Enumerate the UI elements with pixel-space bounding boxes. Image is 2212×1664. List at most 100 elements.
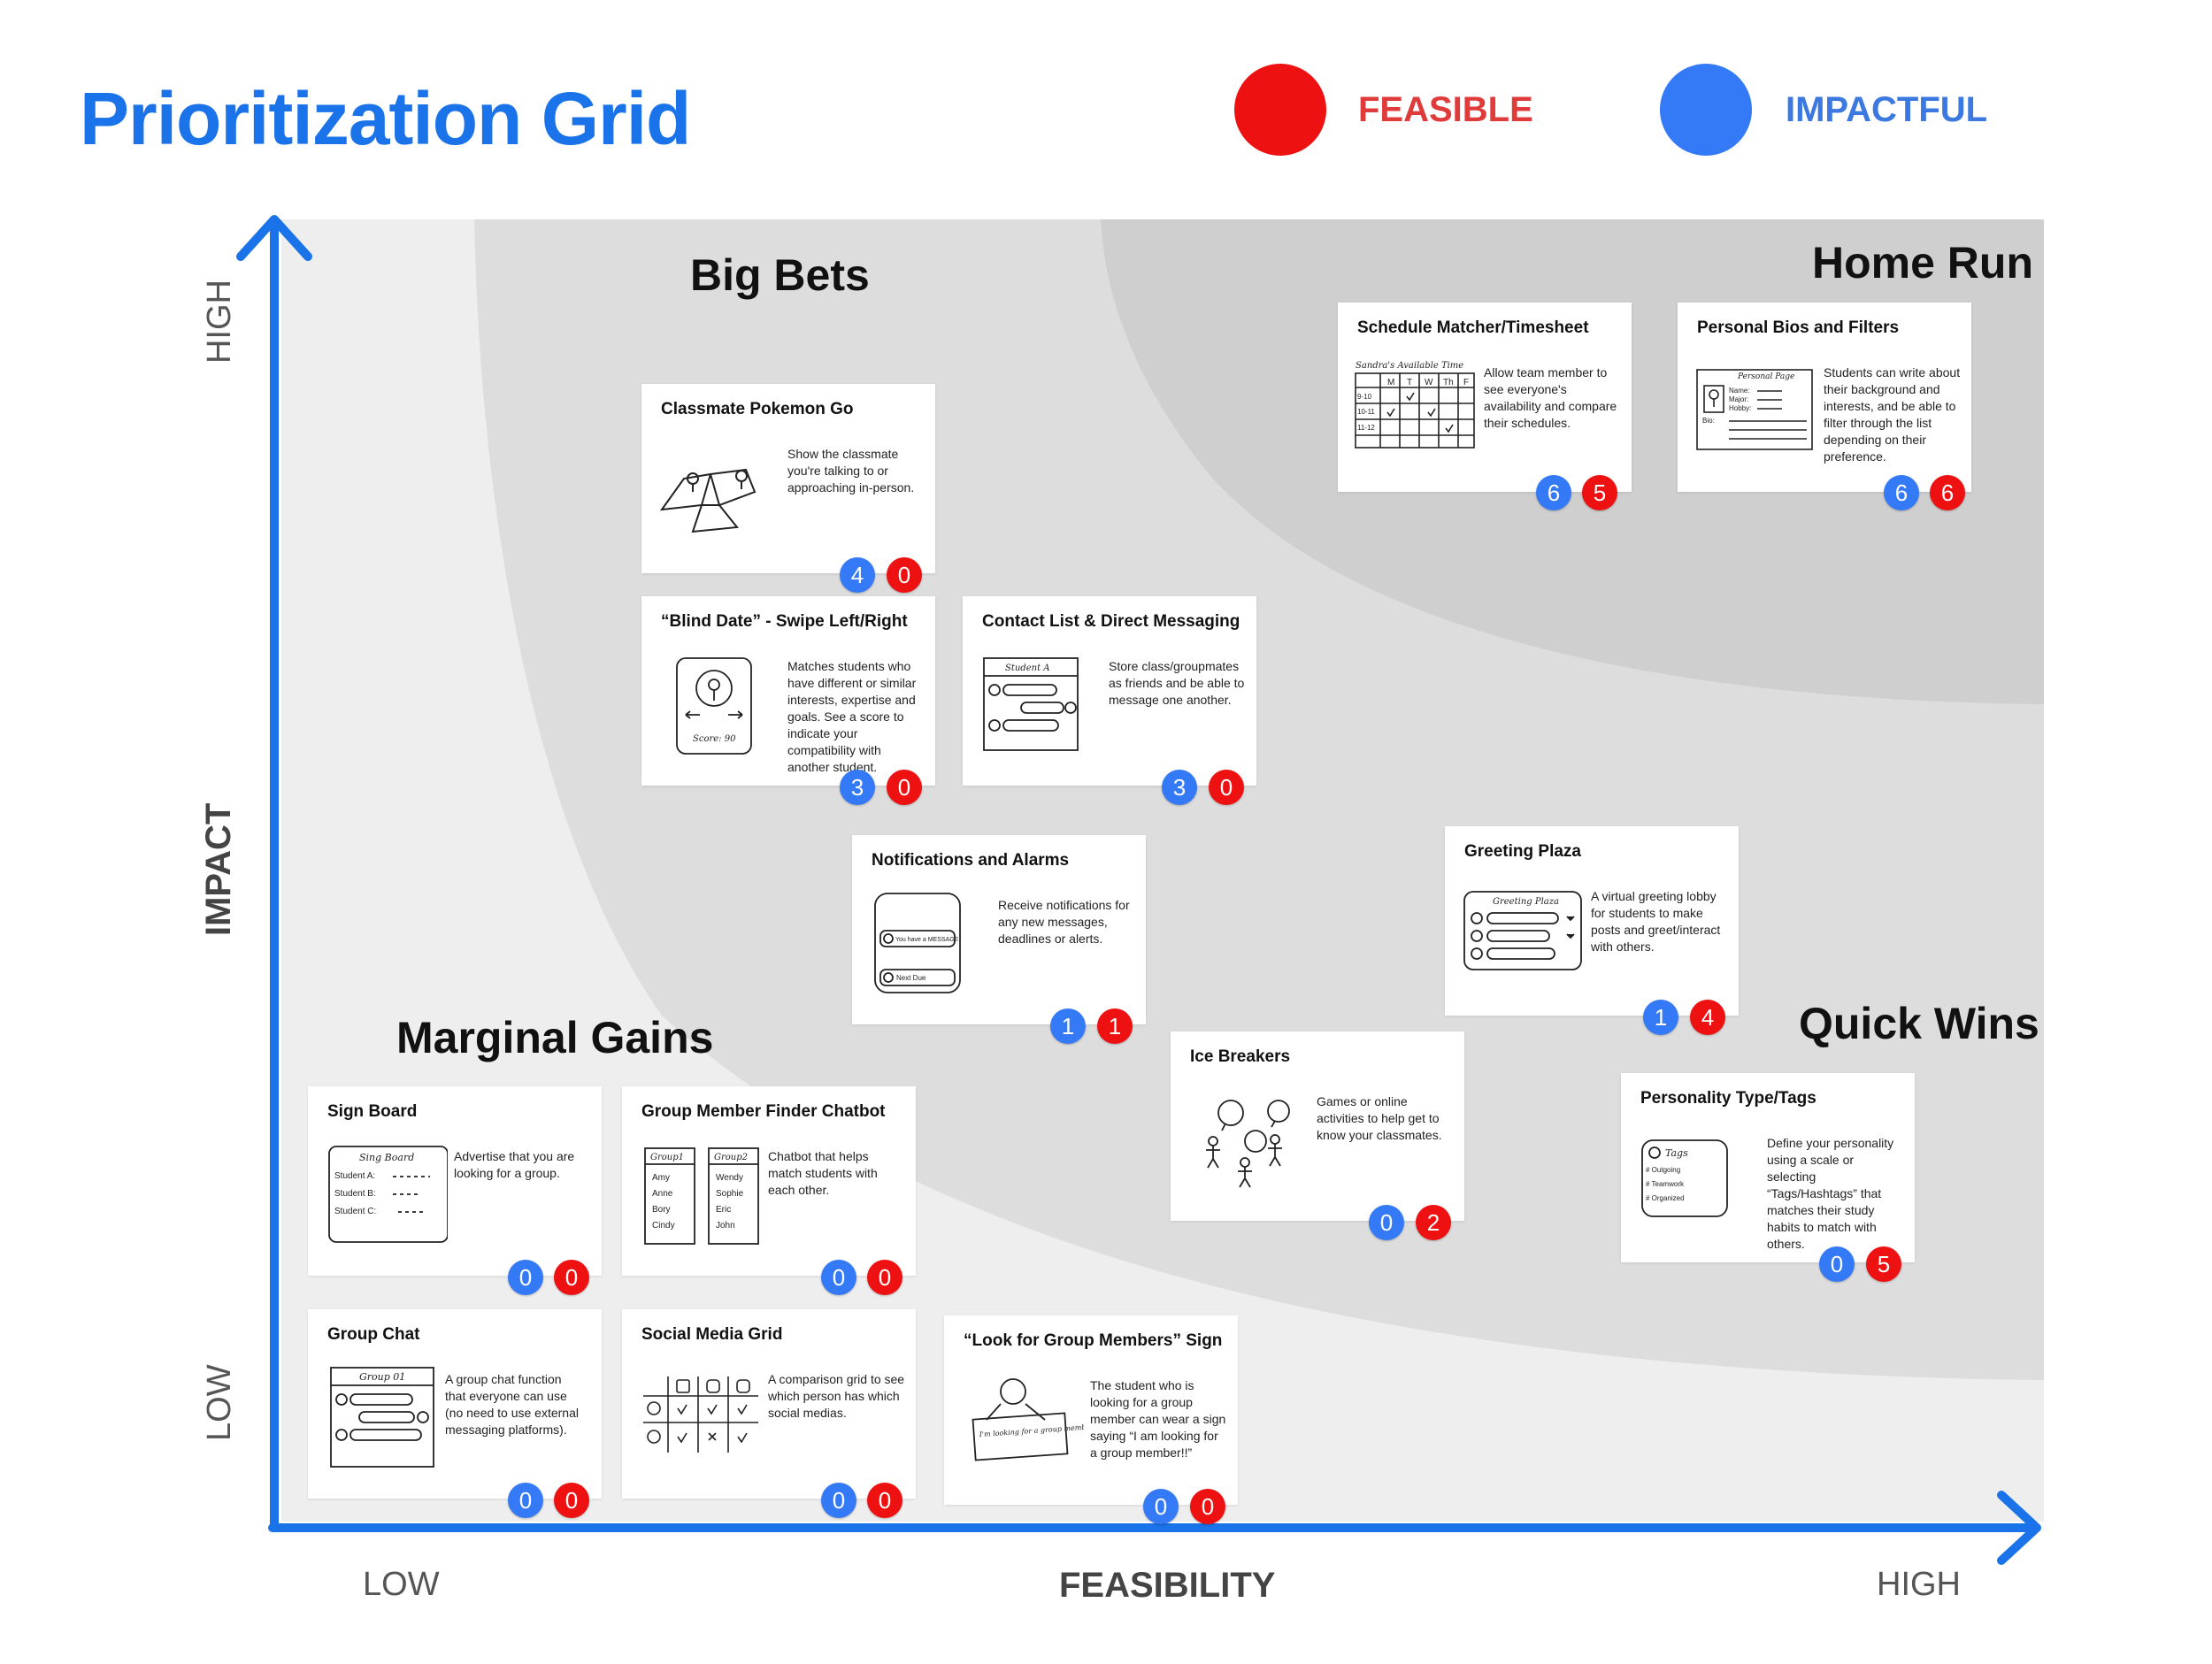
card-title: Personality Type/Tags	[1640, 1089, 1816, 1108]
svg-text:Student C:: Student C:	[334, 1207, 376, 1216]
card-description: A virtual greeting lobby for students to…	[1591, 889, 1721, 954]
idea-card[interactable]: Notifications and Alarms You have a MESS…	[852, 835, 1146, 1024]
svg-text:10-11: 10-11	[1357, 408, 1375, 416]
idea-card[interactable]: Sign Board Sing Board Student A: Student…	[308, 1086, 602, 1276]
card-title: Social Media Grid	[641, 1325, 783, 1344]
impactful-vote-badge: 6	[1536, 475, 1571, 510]
svg-text:Anne: Anne	[652, 1189, 673, 1199]
card-description: Store class/groupmates as friends and be…	[1109, 659, 1245, 707]
impactful-vote-badge: 1	[1050, 1008, 1086, 1044]
idea-card[interactable]: Classmate Pokemon Go Show the classmate …	[641, 384, 935, 573]
svg-text:# Outgoing: # Outgoing	[1646, 1166, 1680, 1174]
svg-text:You have a MESSAGE: You have a MESSAGE	[895, 937, 959, 943]
zone-title-big-bets: Big Bets	[690, 250, 870, 300]
zone-title-quick-wins: Quick Wins	[1799, 999, 2039, 1048]
card-title: “Blind Date” - Swipe Left/Right	[661, 612, 908, 631]
svg-text:9-10: 9-10	[1357, 393, 1372, 401]
svg-text:Eric: Eric	[716, 1205, 731, 1215]
impactful-vote-badge: 0	[821, 1260, 856, 1295]
card-title: Schedule Matcher/Timesheet	[1357, 318, 1589, 337]
feasible-vote-badge: 5	[1582, 475, 1617, 510]
svg-text:Group 01: Group 01	[359, 1371, 405, 1383]
card-title: Group Member Finder Chatbot	[641, 1102, 886, 1121]
card-title: Greeting Plaza	[1464, 842, 1581, 861]
feasible-vote-badge: 5	[1866, 1246, 1901, 1282]
card-description: Chatbot that helps match students with e…	[768, 1149, 878, 1197]
card-description: Students can write about their backgroun…	[1824, 365, 1961, 464]
idea-card[interactable]: Social Media Grid A comparison grid to s…	[622, 1309, 916, 1499]
map-sketch	[659, 468, 757, 533]
social-grid-sketch	[643, 1376, 758, 1453]
card-title: Contact List & Direct Messaging	[982, 612, 1240, 631]
page-title: Prioritization Grid	[80, 77, 691, 160]
card-title: Sign Board	[327, 1102, 418, 1121]
svg-text:Cindy: Cindy	[652, 1221, 675, 1231]
svg-text:T: T	[1407, 378, 1412, 387]
svg-text:Name:: Name:	[1729, 387, 1750, 395]
feasible-vote-badge: 0	[887, 557, 922, 593]
idea-card[interactable]: Group Chat Group 01 A group chat functio…	[308, 1309, 602, 1499]
feasible-vote-badge: 0	[887, 770, 922, 805]
impactful-vote-badge: 0	[1143, 1489, 1179, 1524]
svg-text:Student A:: Student A:	[334, 1171, 375, 1181]
svg-text:# Teamwork: # Teamwork	[1646, 1180, 1685, 1188]
feasible-vote-badge: 0	[554, 1483, 589, 1518]
legend-feasible-dot	[1234, 64, 1326, 156]
svg-text:Wendy: Wendy	[716, 1173, 743, 1183]
impactful-vote-badge: 0	[1819, 1246, 1855, 1282]
idea-card[interactable]: Group Member Finder Chatbot Group1 Group…	[622, 1086, 916, 1276]
x-axis-title: FEASIBILITY	[1059, 1566, 1276, 1605]
legend-impactful-dot	[1660, 64, 1752, 156]
card-description: A group chat function that everyone can …	[445, 1372, 579, 1437]
svg-text:Th: Th	[1443, 378, 1454, 387]
x-axis-arrowhead	[1997, 1491, 2041, 1565]
x-axis-high-label: HIGH	[1877, 1566, 1961, 1603]
card-description: Show the classmate you're talking to or …	[787, 447, 915, 495]
idea-card[interactable]: Contact List & Direct Messaging Student …	[963, 596, 1256, 786]
swipe-card-sketch: Score: 90	[676, 657, 752, 755]
y-axis-high-label: HIGH	[201, 280, 238, 364]
idea-card[interactable]: Personality Type/Tags Tags # Outgoing # …	[1621, 1073, 1915, 1262]
idea-card[interactable]: “Blind Date” - Swipe Left/Right Score: 9…	[641, 596, 935, 786]
svg-text:Student A: Student A	[1005, 663, 1050, 673]
svg-text:Next Due: Next Due	[896, 974, 926, 982]
zone-title-marginal-gains: Marginal Gains	[396, 1013, 714, 1062]
svg-text:Personal Page: Personal Page	[1737, 372, 1794, 381]
impactful-vote-badge: 4	[840, 557, 875, 593]
impactful-vote-badge: 1	[1643, 1000, 1678, 1035]
schedule-table-sketch: Sandra's Available Time M T W Th F 9-10 …	[1355, 361, 1475, 449]
impactful-vote-badge: 3	[840, 770, 875, 805]
svg-text:Tags: Tags	[1665, 1147, 1688, 1159]
card-title: “Look for Group Members” Sign	[964, 1331, 1223, 1350]
chat-window-sketch: Student A	[983, 657, 1079, 751]
idea-card[interactable]: “Look for Group Members” Sign I'm lookin…	[944, 1315, 1238, 1505]
tags-sketch: Tags # Outgoing # Teamwork # Organized	[1641, 1139, 1728, 1217]
phone-notification-sketch: You have a MESSAGE Next Due	[874, 893, 961, 993]
idea-card[interactable]: Greeting Plaza Greeting Plaza A virtual …	[1445, 826, 1739, 1016]
impactful-vote-badge: 0	[1369, 1205, 1404, 1240]
svg-text:Hobby:: Hobby:	[1729, 404, 1751, 412]
x-axis-low-label: LOW	[363, 1566, 440, 1603]
feasible-vote-badge: 1	[1097, 1008, 1133, 1044]
y-axis-low-label: LOW	[201, 1364, 238, 1441]
svg-text:Bio:: Bio:	[1702, 417, 1715, 425]
svg-text:Group1: Group1	[650, 1153, 684, 1162]
svg-text:Amy: Amy	[652, 1173, 670, 1183]
group-chat-sketch: Group 01	[330, 1367, 434, 1468]
impactful-vote-badge: 0	[821, 1483, 856, 1518]
idea-card[interactable]: Schedule Matcher/Timesheet Sandra's Avai…	[1338, 303, 1632, 492]
group-lists-sketch: Group1 Group2 Amy Anne Bory Cindy Wendy …	[644, 1147, 759, 1245]
feasible-vote-badge: 2	[1416, 1205, 1451, 1240]
svg-text:I'm looking for a group member: I'm looking for a group member	[978, 1422, 1084, 1438]
svg-text:F: F	[1463, 378, 1469, 387]
zone-title-home-run: Home Run	[1812, 238, 2033, 288]
impactful-vote-badge: 0	[508, 1483, 543, 1518]
feasible-vote-badge: 0	[1209, 770, 1244, 805]
idea-card[interactable]: Ice Breakers Games or online activities …	[1171, 1031, 1464, 1221]
impactful-vote-badge: 3	[1162, 770, 1197, 805]
card-description: Matches students who have different or s…	[787, 659, 917, 774]
card-description: Define your personality using a scale or…	[1767, 1136, 1894, 1251]
idea-card[interactable]: Personal Bios and Filters Personal Page …	[1678, 303, 1971, 492]
card-title: Notifications and Alarms	[872, 851, 1070, 870]
